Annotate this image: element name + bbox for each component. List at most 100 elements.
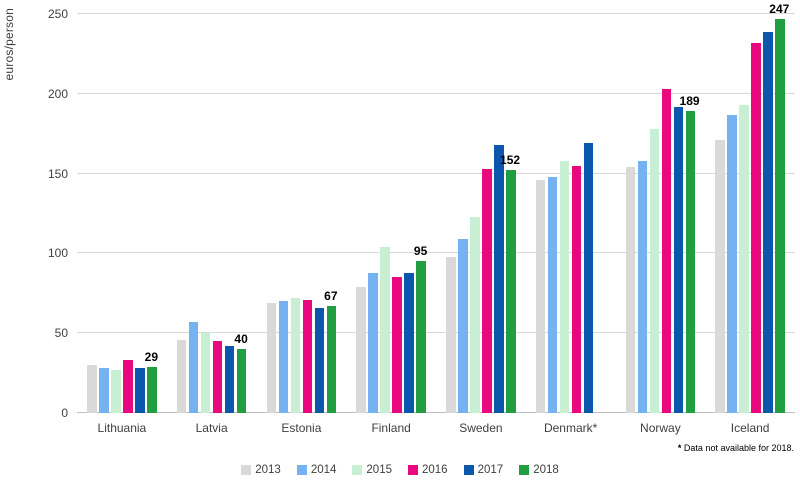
bar-latvia-2018: 40 (234, 332, 248, 413)
bar-lithuania-2015 (111, 369, 121, 413)
legend-item-2013: 2013 (241, 464, 281, 476)
bar-slot (380, 247, 390, 413)
bar-norway-2014 (637, 160, 648, 413)
legend-label-2018: 2018 (533, 464, 559, 476)
y-tick-label-0: 0 (61, 406, 68, 420)
data-label-sweden: 152 (500, 153, 521, 168)
legend-item-2014: 2014 (296, 464, 336, 476)
legend-swatch-2016 (408, 465, 418, 475)
bar-slot (278, 301, 289, 413)
bar-denmark-2017 (583, 143, 594, 413)
bar-slot (266, 302, 277, 413)
bar-estonia-2018: 67 (324, 289, 338, 413)
bar-slot (751, 42, 761, 413)
bar-slot (302, 299, 313, 413)
bar-slot (314, 307, 325, 413)
bar-group-latvia: 40 (167, 14, 257, 413)
data-label-iceland: 247 (769, 1, 790, 16)
bar-slot (188, 322, 199, 413)
bar-group-norway: 189 (616, 14, 706, 413)
legend-label-2015: 2015 (366, 464, 392, 476)
bar-slot: 67 (324, 289, 338, 413)
y-tick-label-100: 100 (47, 246, 68, 261)
gridline-250 (77, 13, 795, 14)
bar-slot (176, 339, 187, 413)
bar-slot: 29 (145, 350, 158, 413)
x-label-sweden: Sweden (459, 421, 503, 435)
x-label-iceland: Iceland (730, 421, 770, 435)
data-label-norway: 189 (679, 94, 700, 109)
bar-slot (715, 140, 725, 413)
bar-finland-2018: 95 (414, 244, 427, 413)
bar-estonia-2016 (302, 299, 313, 413)
x-label-estonia: Estonia (281, 421, 322, 435)
bar-lithuania-2016 (123, 360, 133, 413)
bar-slot (224, 346, 235, 413)
bar-slot (763, 31, 773, 413)
bar-slot (200, 333, 211, 413)
x-label-denmark: Denmark* (543, 421, 598, 435)
bar-estonia-2017 (314, 307, 325, 413)
data-label-finland: 95 (413, 244, 428, 259)
legend-item-2016: 2016 (408, 464, 448, 476)
legend-swatch-2017 (463, 465, 474, 475)
bar-slot (559, 160, 570, 413)
legend-label-2013: 2013 (255, 464, 281, 476)
y-axis-title: euros/person (2, 8, 16, 81)
bar-group-denmark (526, 14, 616, 413)
legend: 2013 2014 2015 2016 2017 2018 (0, 464, 800, 476)
bar-sweden-2016 (482, 168, 492, 413)
bar-slot (571, 165, 582, 413)
bar-lithuania-2013 (87, 365, 97, 413)
bar-denmark-2015 (559, 160, 570, 413)
bar-sweden-2017 (494, 144, 504, 413)
bar-finland-2017 (404, 272, 414, 413)
bar-norway-2016 (661, 89, 672, 413)
gridline-150 (77, 172, 795, 174)
bar-denmark-2014 (547, 176, 558, 413)
bar-slot: 40 (234, 332, 248, 413)
bar-group-iceland: 247 (705, 2, 795, 413)
legend-item-2017: 2017 (463, 464, 504, 476)
bar-slot (637, 160, 648, 413)
bar-slot (290, 298, 301, 413)
bar-norway-2018: 189 (680, 94, 700, 413)
bar-slot (404, 272, 414, 413)
legend-item-2015: 2015 (352, 464, 392, 476)
x-label-finland: Finland (371, 421, 411, 435)
bar-lithuania-2014 (99, 368, 109, 413)
bar-lithuania-2018: 29 (145, 350, 158, 413)
legend-swatch-2014 (296, 465, 307, 475)
bar-latvia-2016 (212, 341, 223, 413)
legend-item-2018: 2018 (519, 464, 559, 476)
bar-iceland-2017 (763, 31, 773, 413)
bar-group-sweden: 152 (436, 14, 526, 413)
bar-sweden-2018: 152 (500, 153, 520, 413)
bar-iceland-2014 (727, 114, 737, 413)
y-tick-label-50: 50 (54, 326, 68, 341)
x-label-lithuania: Lithuania (97, 421, 147, 435)
legend-swatch-2013 (241, 465, 252, 475)
data-label-latvia: 40 (234, 332, 248, 347)
bar-slot: 247 (769, 2, 789, 413)
bar-slot (727, 114, 737, 413)
legend-label-2017: 2017 (477, 464, 504, 476)
bar-norway-2017 (673, 106, 684, 413)
bar-group-lithuania: 29 (77, 14, 167, 413)
gridline-100 (77, 252, 795, 254)
bar-latvia-2013 (176, 339, 187, 413)
bar-slot (482, 168, 492, 413)
gridline-50 (77, 332, 795, 334)
bar-slot (583, 143, 594, 413)
bar-denmark-2013 (535, 180, 546, 413)
bar-slot (135, 368, 145, 413)
legend-swatch-2018 (519, 465, 530, 475)
bar-norway-2013 (625, 167, 636, 413)
bar-sweden-2014 (458, 239, 468, 413)
bar-iceland-2013 (715, 140, 725, 413)
bar-slot (470, 216, 480, 413)
bar-denmark-2016 (571, 165, 582, 413)
bar-slot (446, 256, 456, 413)
bar-group-estonia: 67 (257, 14, 347, 413)
